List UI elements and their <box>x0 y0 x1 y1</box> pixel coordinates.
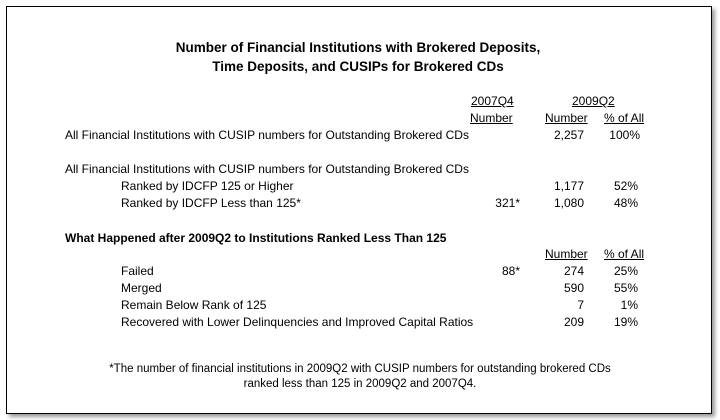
row-failed-pct: 25% <box>613 264 638 278</box>
row-failed-2007: 88* <box>501 264 520 278</box>
row-all-pct: 100% <box>609 128 640 142</box>
row-merged-label: Merged <box>121 281 162 295</box>
row-rank-low-pct: 48% <box>613 196 638 210</box>
header-2009q2: 2009Q2 <box>572 94 615 108</box>
section3-number-header: Number <box>545 247 588 261</box>
section2-heading: All Financial Institutions with CUSIP nu… <box>65 162 469 176</box>
footnote-line-1: *The number of financial institutions in… <box>109 363 611 375</box>
header-number-2007: Number <box>470 111 513 125</box>
row-remain-number: 7 <box>577 298 584 312</box>
title-line-2: Time Deposits, and CUSIPs for Brokered C… <box>212 59 504 74</box>
row-rank-low-label: Ranked by IDCFP Less than 125* <box>121 196 301 210</box>
row-rank-low-2007: 321* <box>495 196 520 210</box>
row-all-label: All Financial Institutions with CUSIP nu… <box>65 128 469 142</box>
title-line-1: Number of Financial Institutions with Br… <box>175 40 541 55</box>
row-rank-high-pct: 52% <box>613 179 638 193</box>
row-remain-label: Remain Below Rank of 125 <box>121 298 267 312</box>
header-2007q4: 2007Q4 <box>471 94 514 108</box>
footnote: *The number of financial institutions in… <box>0 362 720 392</box>
row-failed-number: 274 <box>563 264 584 278</box>
page-title: Number of Financial Institutions with Br… <box>0 38 716 76</box>
row-recovered-pct: 19% <box>613 315 638 329</box>
footnote-line-2: ranked less than 125 in 2009Q2 and 2007Q… <box>243 378 477 390</box>
header-pct-all: % of All <box>604 111 645 125</box>
row-rank-low-number: 1,080 <box>553 196 584 210</box>
row-rank-high-label: Ranked by IDCFP 125 or Higher <box>121 179 294 193</box>
row-recovered-number: 209 <box>563 315 584 329</box>
table-frame <box>6 6 712 414</box>
row-failed-label: Failed <box>121 264 154 278</box>
row-all-number: 2,257 <box>553 128 584 142</box>
section3-pct-header: % of All <box>604 247 645 261</box>
header-number-2009: Number <box>545 111 588 125</box>
row-rank-high-number: 1,177 <box>553 179 584 193</box>
row-remain-pct: 1% <box>620 298 638 312</box>
row-merged-pct: 55% <box>613 281 638 295</box>
row-merged-number: 590 <box>563 281 584 295</box>
row-recovered-label: Recovered with Lower Delinquencies and I… <box>121 315 474 329</box>
section3-heading: What Happened after 2009Q2 to Institutio… <box>65 231 447 245</box>
